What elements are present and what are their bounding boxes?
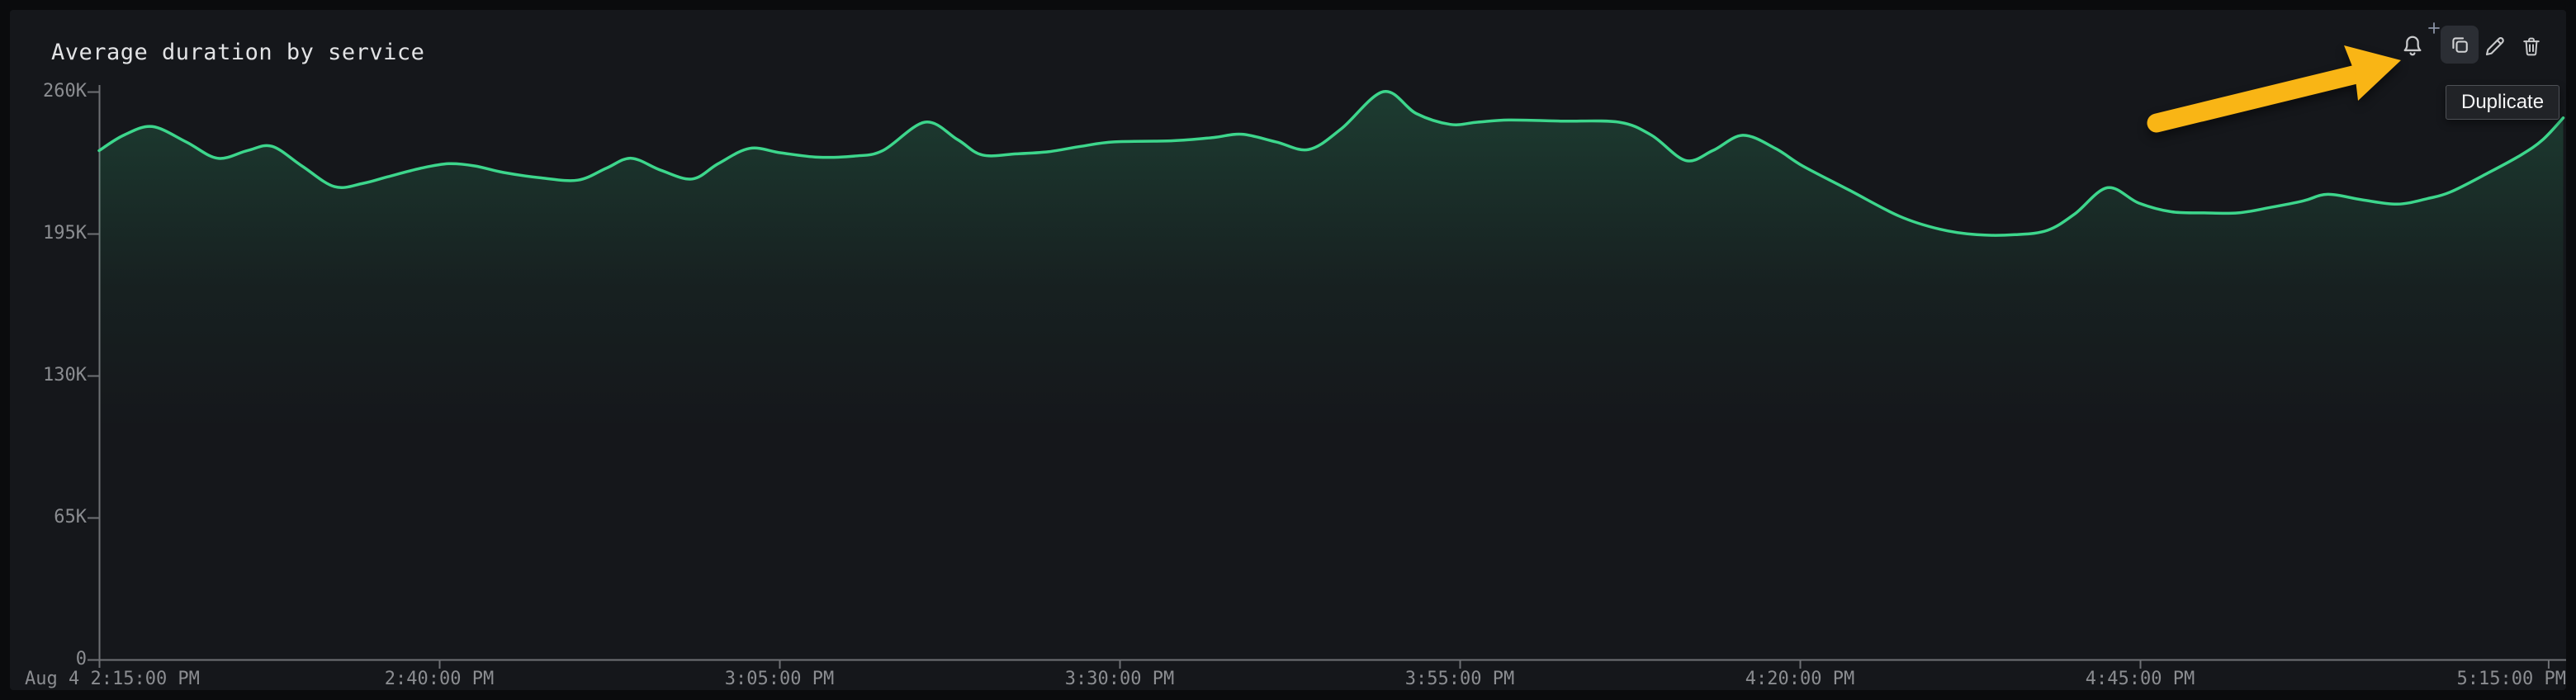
bell-icon (2403, 35, 2422, 56)
plus-icon (2428, 22, 2440, 34)
panel-title: Average duration by service (51, 40, 425, 65)
add-alert-plus[interactable] (2427, 21, 2441, 35)
edit-button[interactable] (2483, 34, 2507, 59)
duplicate-tooltip: Duplicate (2446, 85, 2560, 120)
series-line (97, 90, 2565, 237)
delete-button[interactable] (2520, 35, 2543, 58)
trash-icon (2523, 37, 2540, 56)
duplicate-button[interactable] (2441, 26, 2479, 64)
alert-bell-button[interactable] (2399, 33, 2426, 59)
pencil-icon (2485, 37, 2504, 56)
series-area-fill (99, 91, 2564, 660)
duplicate-icon (2452, 37, 2468, 53)
